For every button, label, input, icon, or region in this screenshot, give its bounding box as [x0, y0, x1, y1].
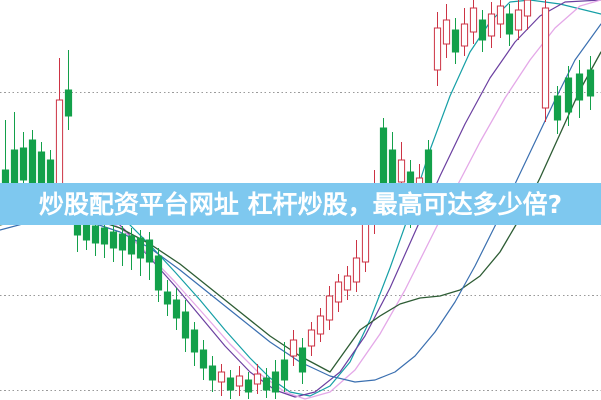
chart-gridlines: [0, 92, 601, 391]
